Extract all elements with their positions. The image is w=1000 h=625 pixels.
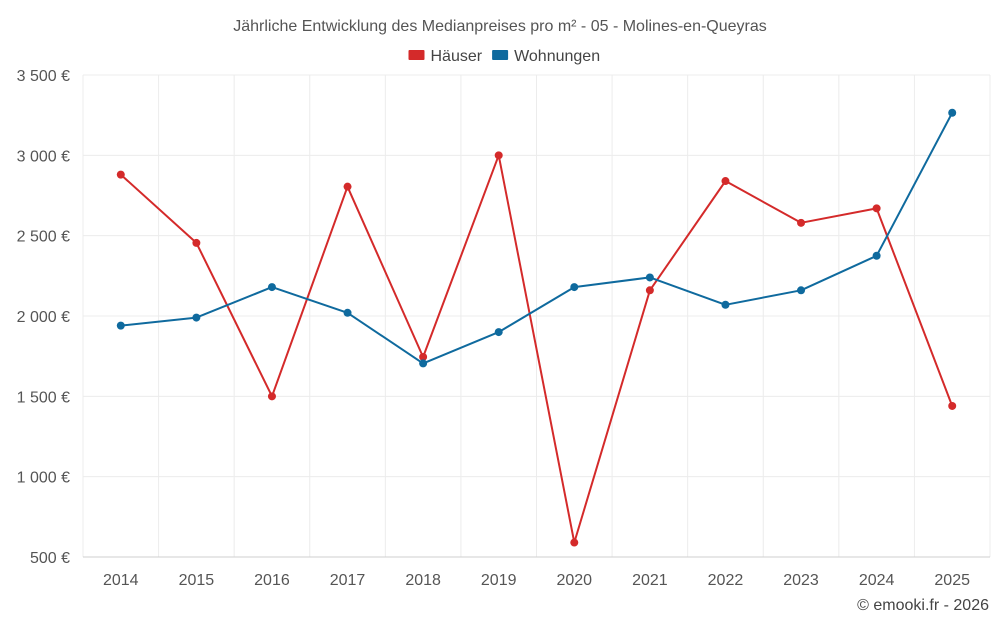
data-point-haeuser[interactable]	[645, 286, 654, 295]
legend-swatch-haeuser	[408, 50, 425, 60]
y-tick-label: 2 500 €	[17, 229, 70, 246]
x-tick-label: 2021	[632, 572, 668, 589]
series-line-haeuser	[120, 154, 954, 544]
x-tick-label: 2024	[859, 572, 895, 589]
legend: Häuser Wohnungen	[408, 48, 600, 65]
series-line-wohnungen	[120, 112, 954, 365]
data-point-haeuser[interactable]	[267, 392, 276, 401]
data-point-wohnungen[interactable]	[570, 283, 579, 292]
x-tick-label: 2014	[103, 572, 139, 589]
x-axis-ticks: 2014 2015 2016 2017 2018 2019 2020 2021 2022 2023…	[103, 572, 970, 589]
x-tick-label: 2022	[708, 572, 744, 589]
data-point-haeuser[interactable]	[419, 352, 428, 361]
data-point-wohnungen[interactable]	[872, 251, 881, 260]
data-point-wohnungen[interactable]	[343, 308, 352, 317]
data-point-wohnungen[interactable]	[645, 273, 654, 282]
x-tick-label: 2015	[179, 572, 215, 589]
data-point-haeuser[interactable]	[721, 177, 730, 186]
data-point-haeuser[interactable]	[570, 538, 579, 547]
data-point-haeuser[interactable]	[872, 204, 881, 213]
x-tick-label: 2018	[405, 572, 441, 589]
y-tick-label: 3 500 €	[17, 68, 70, 85]
series-group	[116, 108, 957, 547]
data-point-wohnungen[interactable]	[116, 321, 125, 330]
y-axis-ticks: 500 € 1 000 € 1 500 € 2 000 € 2 500 € 3 000 €…	[17, 68, 70, 567]
data-point-haeuser[interactable]	[116, 170, 125, 179]
data-point-haeuser[interactable]	[343, 182, 352, 191]
data-point-haeuser[interactable]	[797, 218, 806, 227]
data-point-wohnungen[interactable]	[192, 313, 201, 322]
y-tick-label: 1 500 €	[17, 389, 70, 406]
data-point-wohnungen[interactable]	[267, 283, 276, 292]
data-point-haeuser[interactable]	[948, 401, 957, 410]
y-tick-label: 3 000 €	[17, 148, 70, 165]
data-point-wohnungen[interactable]	[948, 108, 957, 117]
y-tick-label: 2 000 €	[17, 309, 70, 326]
data-point-wohnungen[interactable]	[797, 286, 806, 295]
data-point-haeuser[interactable]	[192, 238, 201, 247]
x-tick-label: 2017	[330, 572, 366, 589]
y-tick-label: 500 €	[30, 550, 70, 567]
x-gridlines	[82, 75, 991, 557]
data-point-haeuser[interactable]	[494, 151, 503, 160]
legend-label-wohnungen[interactable]: Wohnungen	[514, 48, 600, 65]
legend-label-haeuser[interactable]: Häuser	[431, 48, 483, 65]
y-tick-label: 1 000 €	[17, 470, 70, 487]
credit-text: © emooki.fr - 2026	[857, 597, 989, 614]
data-point-wohnungen[interactable]	[721, 300, 730, 309]
chart-title: Jährliche Entwicklung des Medianpreises …	[233, 18, 767, 35]
x-tick-label: 2020	[556, 572, 592, 589]
x-tick-label: 2016	[254, 572, 290, 589]
legend-swatch-wohnungen	[492, 50, 509, 60]
data-point-wohnungen[interactable]	[419, 359, 428, 368]
x-tick-label: 2023	[783, 572, 819, 589]
data-point-wohnungen[interactable]	[494, 328, 503, 337]
x-tick-label: 2025	[934, 572, 970, 589]
x-tick-label: 2019	[481, 572, 517, 589]
